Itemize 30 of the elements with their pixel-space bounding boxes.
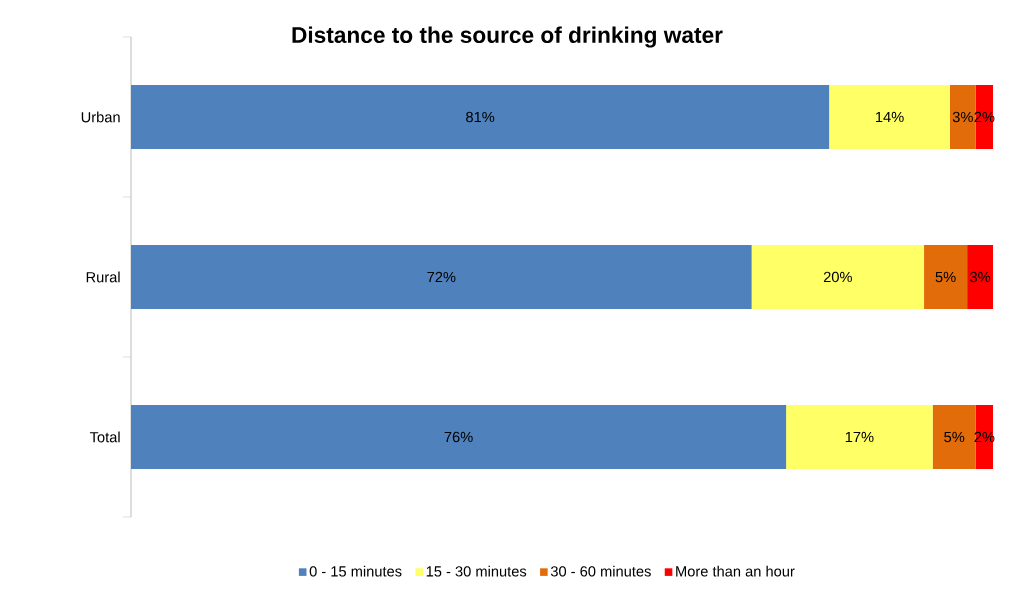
legend-label: More than an hour xyxy=(676,565,795,577)
y-tick-label: Rural xyxy=(86,271,120,283)
data-label: 14% xyxy=(875,111,904,123)
data-label: 5% xyxy=(935,271,956,283)
bar xyxy=(949,85,976,149)
bar xyxy=(131,85,830,149)
bar xyxy=(975,85,993,149)
data-label: 76% xyxy=(444,431,473,443)
data-label: 72% xyxy=(427,271,456,283)
y-tick-label: Total xyxy=(89,431,120,443)
bar xyxy=(932,404,976,469)
chart-title: Distance to the source of drinking water xyxy=(292,26,723,48)
bar xyxy=(829,85,950,149)
bar xyxy=(967,245,993,309)
legend-label: 30 - 60 minutes xyxy=(550,565,651,577)
data-label: 20% xyxy=(823,271,852,283)
bar xyxy=(975,404,993,469)
bar xyxy=(131,245,752,309)
data-label: 81% xyxy=(466,111,495,123)
bar xyxy=(751,245,925,309)
bar xyxy=(131,404,787,469)
data-label: 3% xyxy=(952,111,973,123)
data-label: 17% xyxy=(845,431,874,443)
data-label: 3% xyxy=(970,271,991,283)
data-label: 5% xyxy=(944,431,965,443)
bar xyxy=(786,404,933,469)
bar xyxy=(924,245,968,309)
y-tick-label: Urban xyxy=(81,111,120,123)
legend-label: 15 - 30 minutes xyxy=(426,565,527,577)
legend-label: 0 - 15 minutes xyxy=(309,565,402,577)
